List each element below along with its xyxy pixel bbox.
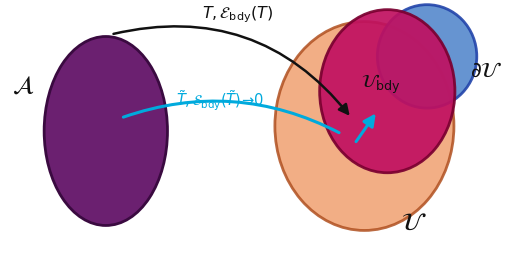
- Ellipse shape: [44, 37, 167, 226]
- Text: $\mathcal{U}_{\mathrm{bdy}}$: $\mathcal{U}_{\mathrm{bdy}}$: [360, 73, 401, 96]
- Ellipse shape: [319, 10, 454, 173]
- Text: $\mathcal{A}$: $\mathcal{A}$: [12, 75, 34, 98]
- Text: $\tilde{T}, \mathcal{E}_{\mathrm{bdy}}(\tilde{T})\!\to\!0$: $\tilde{T}, \mathcal{E}_{\mathrm{bdy}}(\…: [176, 89, 264, 113]
- Ellipse shape: [377, 5, 476, 108]
- Text: $\mathcal{U}$: $\mathcal{U}$: [401, 212, 426, 235]
- Text: $T, \mathcal{E}_{\mathrm{bdy}}(T)$: $T, \mathcal{E}_{\mathrm{bdy}}(T)$: [202, 4, 273, 25]
- Ellipse shape: [274, 22, 453, 230]
- Text: $\partial\mathcal{U}$: $\partial\mathcal{U}$: [469, 62, 502, 81]
